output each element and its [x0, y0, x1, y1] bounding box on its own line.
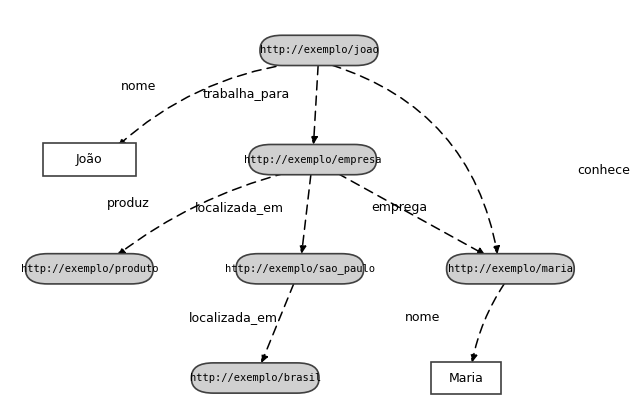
Text: produz: produz: [107, 197, 150, 210]
Text: conhece: conhece: [577, 164, 630, 176]
Text: emprega: emprega: [371, 202, 427, 214]
Text: http://exemplo/sao_paulo: http://exemplo/sao_paulo: [225, 263, 375, 274]
Bar: [431, 362, 501, 394]
Text: nome: nome: [405, 311, 440, 323]
Text: localizada_em: localizada_em: [189, 311, 278, 323]
Text: trabalha_para: trabalha_para: [203, 88, 290, 101]
Bar: [43, 143, 136, 176]
Text: João: João: [76, 153, 103, 166]
Text: http://exemplo/produto: http://exemplo/produto: [20, 264, 158, 274]
FancyBboxPatch shape: [260, 35, 378, 66]
FancyBboxPatch shape: [26, 254, 153, 284]
FancyBboxPatch shape: [447, 254, 574, 284]
FancyBboxPatch shape: [249, 144, 376, 175]
Text: http://exemplo/brasil: http://exemplo/brasil: [189, 373, 321, 383]
FancyBboxPatch shape: [236, 254, 364, 284]
Text: http://exemplo/empresa: http://exemplo/empresa: [244, 155, 382, 165]
Text: Maria: Maria: [449, 372, 483, 384]
Text: localizada_em: localizada_em: [195, 202, 284, 214]
FancyBboxPatch shape: [191, 363, 319, 393]
Text: http://exemplo/maria: http://exemplo/maria: [448, 264, 573, 274]
Text: nome: nome: [121, 80, 156, 92]
Text: http://exemplo/joao: http://exemplo/joao: [260, 45, 378, 55]
